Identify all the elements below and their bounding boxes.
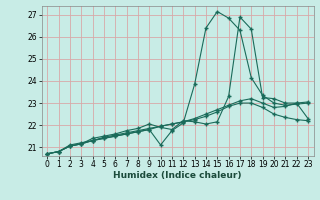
- X-axis label: Humidex (Indice chaleur): Humidex (Indice chaleur): [113, 171, 242, 180]
